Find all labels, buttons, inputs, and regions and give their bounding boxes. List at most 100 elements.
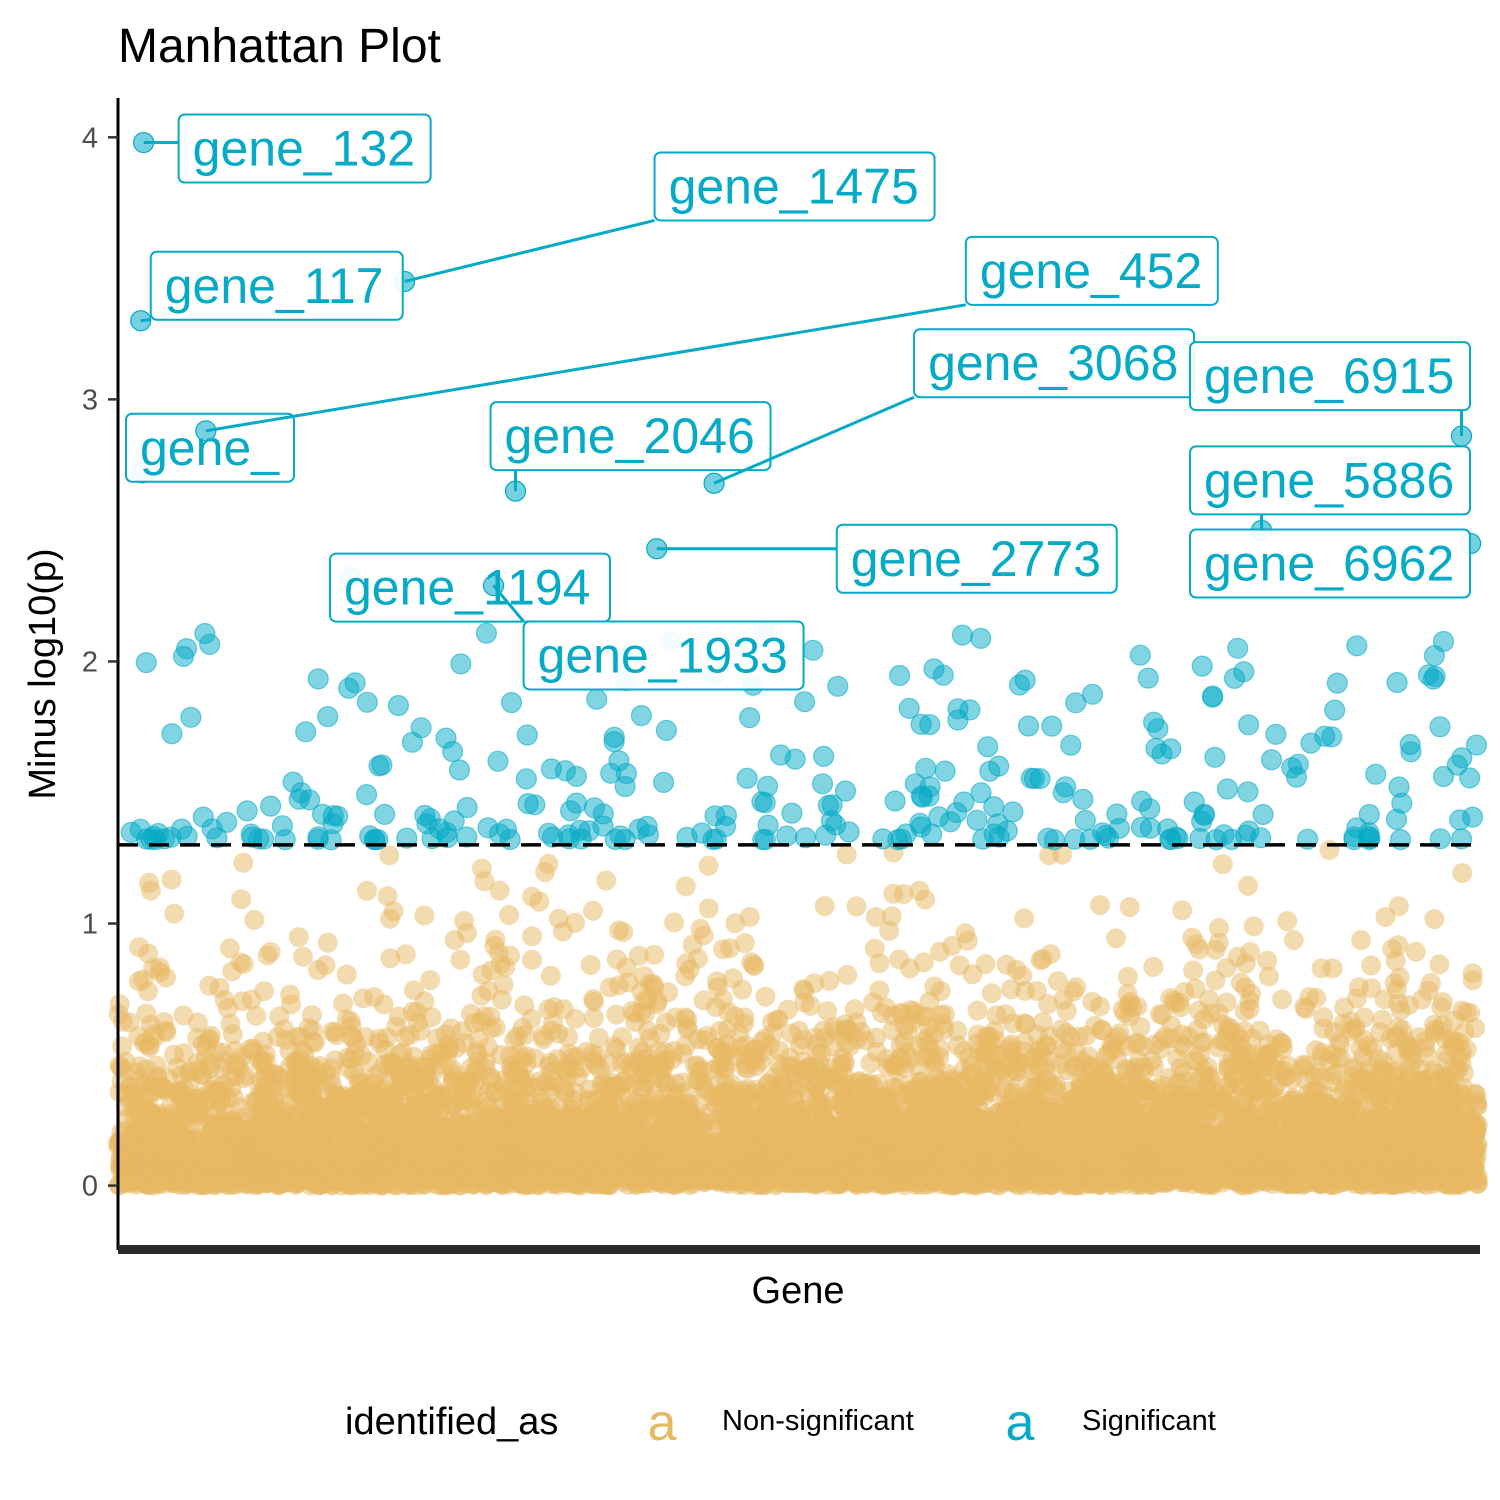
- chart-title: Manhattan Plot: [118, 20, 441, 73]
- data-point-non-significant: [173, 1005, 194, 1026]
- data-point-non-significant: [358, 1051, 379, 1072]
- data-point-non-significant: [909, 880, 930, 901]
- data-point-non-significant: [1143, 957, 1164, 977]
- data-point-non-significant: [628, 945, 649, 966]
- data-point-non-significant: [889, 949, 910, 970]
- data-point-non-significant: [975, 954, 996, 975]
- data-point-non-significant: [269, 1006, 290, 1027]
- data-point-non-significant: [1149, 1004, 1170, 1024]
- data-point-non-significant: [698, 898, 719, 919]
- data-point-non-significant: [336, 964, 357, 985]
- data-point-non-significant: [315, 955, 336, 976]
- data-point-non-significant: [244, 909, 265, 930]
- data-point-non-significant: [404, 980, 424, 1001]
- data-point-non-significant: [380, 908, 400, 929]
- data-point-non-significant: [1234, 1001, 1255, 1022]
- data-point-non-significant: [1227, 946, 1248, 967]
- data-point-non-significant: [658, 982, 679, 1003]
- data-point-non-significant: [1130, 1017, 1151, 1037]
- data-point-non-significant: [697, 1025, 718, 1046]
- data-point-non-significant: [333, 993, 354, 1014]
- data-point-non-significant: [1424, 1020, 1445, 1040]
- data-point-non-significant: [865, 907, 886, 927]
- data-point-non-significant: [485, 1017, 506, 1038]
- non-significant-points: [108, 840, 1488, 1196]
- data-point-non-significant: [1388, 896, 1409, 917]
- data-point-non-significant: [930, 941, 950, 962]
- data-point-non-significant: [346, 1034, 367, 1055]
- data-point-non-significant: [1038, 994, 1058, 1014]
- data-point-non-significant: [230, 952, 251, 973]
- data-point-non-significant: [553, 921, 573, 942]
- data-point-non-significant: [472, 964, 493, 985]
- data-point-non-significant: [588, 1027, 609, 1048]
- data-point-non-significant: [608, 975, 629, 996]
- data-point-non-significant: [441, 1018, 461, 1039]
- data-point-non-significant: [1372, 1009, 1393, 1030]
- data-point-non-significant: [521, 949, 542, 970]
- data-point-non-significant: [1257, 950, 1278, 971]
- data-point-non-significant: [129, 937, 150, 958]
- data-point-non-significant: [139, 872, 160, 893]
- data-point-non-significant: [548, 1023, 569, 1044]
- data-point-non-significant: [1243, 916, 1264, 937]
- data-point-non-significant: [846, 896, 867, 917]
- data-point-non-significant: [596, 870, 617, 891]
- data-point-non-significant: [1056, 1041, 1077, 1062]
- data-point-non-significant: [1283, 930, 1304, 951]
- data-point-non-significant: [478, 1037, 499, 1058]
- data-point-non-significant: [499, 905, 520, 925]
- data-point-non-significant: [1056, 1000, 1077, 1021]
- data-point-non-significant: [606, 1004, 627, 1025]
- data-point-non-significant: [648, 1042, 669, 1063]
- data-point-non-significant: [1012, 965, 1033, 986]
- data-point-non-significant: [474, 871, 495, 892]
- data-point-non-significant: [580, 955, 601, 975]
- data-point-non-significant: [1106, 928, 1126, 949]
- data-point-non-significant: [143, 958, 164, 979]
- data-point-non-significant: [1361, 955, 1382, 976]
- data-point-non-significant: [379, 845, 400, 866]
- data-point-non-significant: [819, 970, 840, 991]
- data-point-non-significant: [1212, 854, 1233, 875]
- data-point-non-significant: [1351, 930, 1372, 951]
- data-point-non-significant: [493, 974, 514, 995]
- data-point-non-significant: [293, 946, 313, 967]
- data-point-non-significant: [565, 1008, 586, 1029]
- data-point-non-significant: [533, 1025, 554, 1046]
- data-point-non-significant: [395, 944, 416, 965]
- data-point-non-significant: [865, 1027, 886, 1048]
- data-point-non-significant: [128, 971, 149, 992]
- data-point-non-significant: [986, 1005, 1007, 1026]
- data-point-non-significant: [755, 986, 776, 1007]
- data-point-non-significant: [199, 975, 220, 996]
- data-point-non-significant: [677, 1016, 697, 1037]
- data-point-non-significant: [1205, 939, 1226, 960]
- data-point-non-significant: [540, 965, 561, 986]
- data-point-non-significant: [1090, 895, 1110, 916]
- data-point-non-significant: [1340, 1011, 1361, 1032]
- data-point-non-significant: [233, 852, 254, 873]
- data-point-non-significant: [675, 876, 696, 897]
- data-point-non-significant: [377, 886, 398, 907]
- data-point-non-significant: [1375, 907, 1396, 927]
- data-point-non-significant: [1117, 966, 1138, 987]
- data-point-non-significant: [837, 964, 858, 985]
- data-point-non-significant: [1238, 875, 1258, 896]
- data-point-non-significant: [1346, 988, 1367, 1009]
- data-point-non-significant: [1032, 949, 1053, 969]
- data-point-non-significant: [1319, 840, 1340, 860]
- data-point-non-significant: [1415, 1037, 1436, 1058]
- data-point-non-significant: [489, 880, 510, 901]
- data-point-non-significant: [420, 970, 441, 991]
- data-point-non-significant: [587, 1045, 608, 1066]
- data-point-non-significant: [1014, 908, 1035, 929]
- data-point-non-significant: [967, 1000, 988, 1021]
- data-point-non-significant: [1272, 989, 1293, 1010]
- data-point-non-significant: [935, 1004, 955, 1025]
- data-point-non-significant: [219, 938, 240, 959]
- data-point-non-significant: [644, 944, 665, 965]
- data-point-non-significant: [1117, 983, 1138, 1004]
- data-point-non-significant: [289, 1027, 310, 1047]
